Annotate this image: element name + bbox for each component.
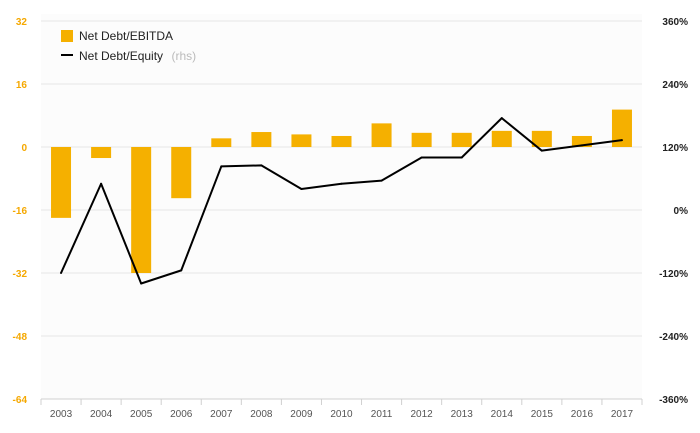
bar-2010 <box>331 135 352 147</box>
bar-2006 <box>171 147 192 199</box>
x-tick-label: 2004 <box>90 409 113 420</box>
bar-2011 <box>371 123 392 147</box>
legend-label-bar: Net Debt/EBITDA <box>79 29 173 43</box>
x-tick-label: 2014 <box>491 409 514 420</box>
x-tick-label: 2010 <box>330 409 353 420</box>
x-tick-label: 2017 <box>611 409 634 420</box>
x-tick-label: 2005 <box>130 409 153 420</box>
bar-2007 <box>211 138 232 147</box>
bar-2015 <box>531 130 552 147</box>
line-point-2005 <box>140 282 143 285</box>
bar-2012 <box>411 132 432 147</box>
y-axis-right: 360% 240% 120% 0% -120% -240% -360% <box>659 17 688 406</box>
y-left-tick-label: -64 <box>13 395 28 406</box>
x-tick-label: 2015 <box>531 409 554 420</box>
line-point-2011 <box>380 179 383 182</box>
bar-2005 <box>131 147 152 273</box>
y-left-tick-label: -16 <box>13 206 28 217</box>
bar-2016 <box>571 135 592 147</box>
y-right-tick-label: -360% <box>659 395 688 406</box>
bar-series <box>51 109 632 273</box>
y-left-tick-label: 0 <box>21 143 27 154</box>
line-point-2007 <box>220 165 223 168</box>
y-right-tick-label: 360% <box>662 17 688 28</box>
y-axis-left: 32 16 0 -16 -32 -48 -64 <box>13 17 28 406</box>
legend-line-name: Net Debt/Equity <box>79 49 163 63</box>
x-tick-label: 2016 <box>571 409 594 420</box>
legend-bar-swatch <box>61 30 73 42</box>
line-point-2015 <box>540 149 543 152</box>
line-point-2003 <box>60 272 63 274</box>
line-point-2008 <box>260 164 263 167</box>
bar-2004 <box>91 147 112 159</box>
bar-2009 <box>291 134 312 147</box>
line-series <box>60 117 623 285</box>
line-point-2006 <box>180 269 183 272</box>
y-left-tick-label: -48 <box>13 332 28 343</box>
line-point-2009 <box>300 188 303 190</box>
y-right-tick-label: -120% <box>659 269 688 280</box>
line-point-2014 <box>500 117 503 120</box>
y-left-tick-label: 16 <box>16 80 28 91</box>
line-point-2012 <box>420 156 423 159</box>
line-point-2017 <box>620 139 623 142</box>
bar-2008 <box>251 132 272 147</box>
bar-2013 <box>451 132 472 147</box>
line-point-2010 <box>340 182 343 185</box>
x-tick-label: 2009 <box>290 409 313 420</box>
x-tick-label: 2013 <box>451 409 474 420</box>
y-left-tick-label: -32 <box>13 269 28 280</box>
bar-2003 <box>51 147 72 218</box>
x-tick-label: 2011 <box>371 409 393 420</box>
bar-2014 <box>491 130 512 147</box>
x-tick-label: 2006 <box>170 409 193 420</box>
bar-2017 <box>611 109 632 147</box>
x-tick-label: 2012 <box>411 409 434 420</box>
y-right-tick-label: 240% <box>662 80 688 91</box>
plot-background <box>41 14 642 399</box>
x-tick-label: 2007 <box>210 409 233 420</box>
legend-line-note: (rhs) <box>172 49 197 63</box>
y-right-tick-label: 120% <box>662 143 688 154</box>
legend-label-line: Net Debt/Equity (rhs) <box>79 47 196 64</box>
x-tick-label: 2008 <box>250 409 273 420</box>
x-tick-label: 2003 <box>50 409 73 420</box>
x-axis: 2003 2004 2005 2006 2007 2008 2009 2010 2011 2012… <box>40 398 643 420</box>
legend: Net Debt/EBITDA Net Debt/Equity (rhs) <box>61 29 196 64</box>
y-left-tick-label: 32 <box>16 17 28 28</box>
y-right-tick-label: 0% <box>674 206 689 217</box>
line-point-2013 <box>460 156 463 159</box>
line-point-2016 <box>580 144 583 147</box>
line-point-2004 <box>100 182 103 185</box>
y-right-tick-label: -240% <box>659 332 688 343</box>
